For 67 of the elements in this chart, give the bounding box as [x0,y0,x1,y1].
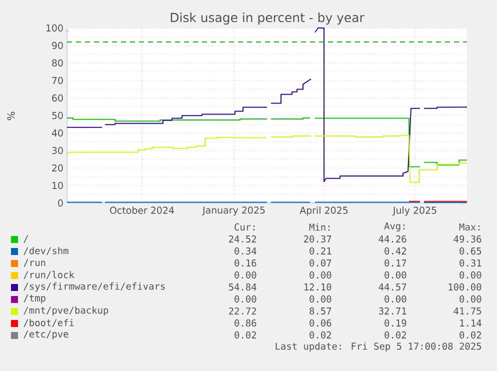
y-tick-label: 10 [52,182,63,190]
legend-label: /mnt/pve/backup [24,306,108,316]
text: 100.00 [448,283,482,291]
legend-label: /run [24,259,46,267]
text: 54.84 [228,283,256,291]
x-tick-label: October 2024 [110,206,174,214]
text: 12.10 [304,283,332,291]
text: 0.02 [384,331,406,339]
legend-label: /boot/efi [24,318,74,328]
text: 0.00 [460,271,482,279]
legend-label: /etc/pve [24,330,68,340]
text: 0.00 [384,295,406,303]
text: Min: [309,223,330,231]
text: 0.34 [234,247,256,255]
x-tick-label: July 2025 [392,206,436,216]
text: 49.36 [454,235,482,243]
text: 0.00 [310,271,332,279]
x-tick-label: April 2025 [300,206,348,216]
text: 0.31 [460,259,482,267]
text: 0.00 [384,271,406,279]
text: 44.26 [378,235,406,243]
text: Max: [459,223,480,231]
x-tick-label: January 2025 [202,206,265,216]
y-tick-label: 80 [52,59,63,67]
text: 1.14 [460,320,482,326]
y-tick-label: 30 [52,146,63,154]
y-tick-label: 70 [52,76,63,84]
text: Cur: [234,223,255,231]
y-axis-title: % [7,112,15,120]
y-tick-label: 90 [52,42,63,50]
legend-label: /sys/firmware/efi/efivars [24,282,165,292]
text: 24.52 [229,235,256,243]
y-tick-label: 60 [52,94,63,102]
text: 0.00 [460,295,482,303]
text: 8.57 [310,307,332,315]
y-tick-label: 0 [58,199,63,207]
text: 41.75 [454,307,482,315]
text: 0.07 [310,259,332,267]
text: Avg: [384,222,405,232]
legend-label: /tmp [24,294,46,304]
text: 0.21 [310,247,332,255]
text: 0.17 [384,259,406,267]
text: 0.02 [234,331,256,339]
text: 0.16 [234,259,256,267]
y-tick-label: 50 [52,112,63,120]
text: 0.86 [234,319,256,327]
text: 44.57 [378,283,406,291]
y-tick-label: 20 [52,164,63,172]
text: 0.06 [310,319,332,327]
text: 32.71 [378,307,406,315]
text: 0.42 [384,247,406,255]
chart-title: Disk usage in percent - by year [170,12,364,25]
text: 0.65 [460,247,482,255]
text: 0.02 [460,331,481,339]
text: 0.19 [384,319,406,327]
text: 22.72 [229,307,256,315]
text: 0.02 [310,331,331,339]
text: 0.00 [234,295,256,303]
legend-label: /run/lock [24,270,74,280]
legend-label: /dev/shm [24,246,68,256]
y-tick-label: 40 [52,129,63,137]
text: 20.37 [304,235,332,243]
y-tick-label: 100 [46,24,63,32]
text: 0.00 [234,271,256,279]
legend-label: / [24,235,28,243]
text: 0.00 [310,295,332,303]
text: Last update: Fri Sep 5 17:00:08 2025 [276,342,482,352]
